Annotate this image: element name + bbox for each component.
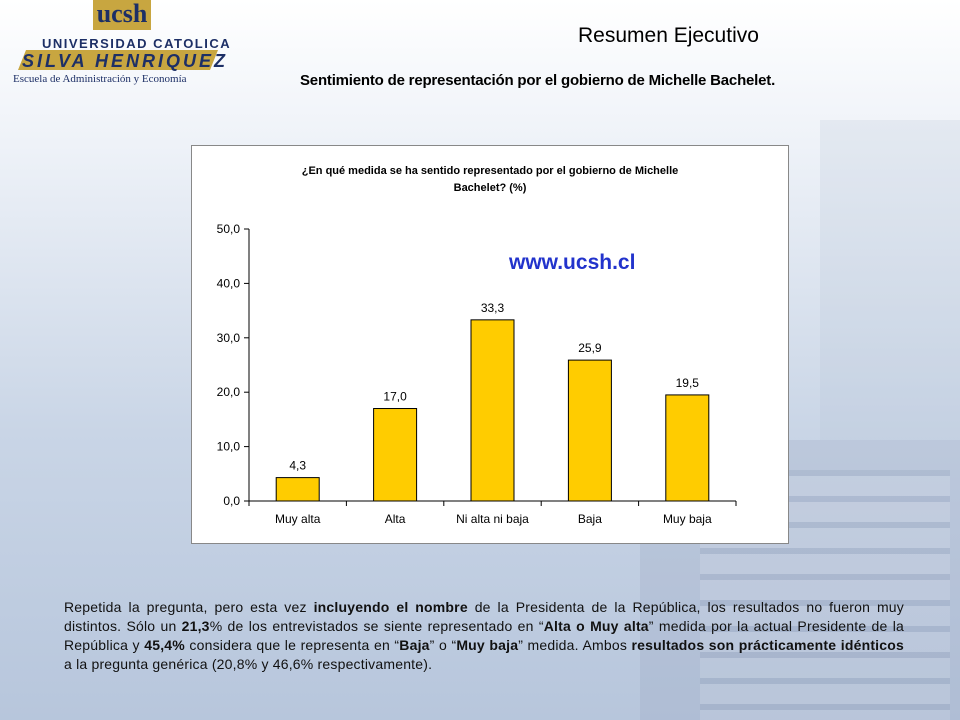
y-tick-label: 50,0 [217, 222, 241, 236]
para-text: % de los entrevistados se siente represe… [209, 618, 544, 634]
x-category-label: Alta [385, 512, 406, 526]
para-bold: incluyendo el nombre [313, 599, 468, 615]
university-logo: ucsh UNIVERSIDAD CATOLICA SILVA HENRIQUE… [8, 0, 238, 90]
bar-chart: ¿En qué medida se ha sentido representad… [217, 165, 737, 526]
page-title: Resumen Ejecutivo [578, 24, 759, 47]
chart-title-line: Bachelet? (%) [454, 182, 527, 194]
y-tick-label: 40,0 [217, 276, 241, 290]
bar-value-label: 17,0 [383, 390, 407, 404]
para-text: ” medida. Ambos [518, 637, 632, 653]
logo-mark-text: ucsh [96, 0, 148, 28]
bar-value-label: 19,5 [676, 376, 700, 390]
bar [470, 319, 515, 502]
logo-school-name: Escuela de Administración y Economía [13, 73, 187, 85]
ucsh-logo-mark: ucsh [93, 0, 151, 30]
bar [567, 359, 612, 502]
logo-gold-band [18, 50, 218, 70]
x-category-label: Ni alta ni baja [456, 512, 529, 526]
bar-value-label: 25,9 [578, 341, 602, 355]
logo-university-name-2: SILVA HENRIQUEZ [22, 51, 229, 71]
chart-title-line: ¿En qué medida se ha sentido representad… [302, 165, 679, 177]
x-category-label: Muy baja [663, 512, 712, 526]
x-category-label: Baja [578, 512, 602, 526]
bar-value-label: 33,3 [481, 301, 505, 315]
para-bold: 45,4% [144, 637, 185, 653]
bar [665, 394, 710, 502]
para-bold: Baja [399, 637, 430, 653]
y-tick-label: 20,0 [217, 385, 241, 399]
summary-paragraph: Repetida la pregunta, pero esta vez incl… [64, 598, 904, 674]
para-text: de la Presidenta de la República, los re… [64, 599, 904, 634]
para-text: a la pregunta genérica (20,8% y 46,6% re… [64, 656, 433, 672]
para-text: considera que le representa en “ [184, 637, 400, 653]
para-bold: resultados son prácticamente idénticos [631, 637, 904, 653]
x-category-label: Muy alta [275, 512, 321, 526]
bar [373, 408, 418, 502]
y-tick-label: 30,0 [217, 331, 241, 345]
background-building [820, 120, 960, 440]
para-bold: Muy baja [456, 637, 519, 653]
y-tick-label: 10,0 [217, 440, 241, 454]
chart-frame: ¿En qué medida se ha sentido representad… [191, 145, 789, 544]
y-tick-label: 0,0 [223, 494, 240, 508]
chart-watermark: www.ucsh.cl [508, 251, 635, 274]
para-text: ” medida por la actual Presidente de la … [64, 618, 905, 653]
para-bold: 21,3 [181, 618, 210, 634]
para-bold: Alta o Muy alta [543, 618, 649, 634]
para-text: ” o “ [429, 637, 457, 653]
bar [275, 477, 320, 502]
logo-university-name: UNIVERSIDAD CATOLICA [42, 36, 232, 51]
bar-value-label: 4,3 [289, 459, 306, 473]
page-subtitle: Sentimiento de representación por el gob… [300, 72, 776, 89]
para-text: Repetida la pregunta, pero esta vez [64, 599, 314, 615]
